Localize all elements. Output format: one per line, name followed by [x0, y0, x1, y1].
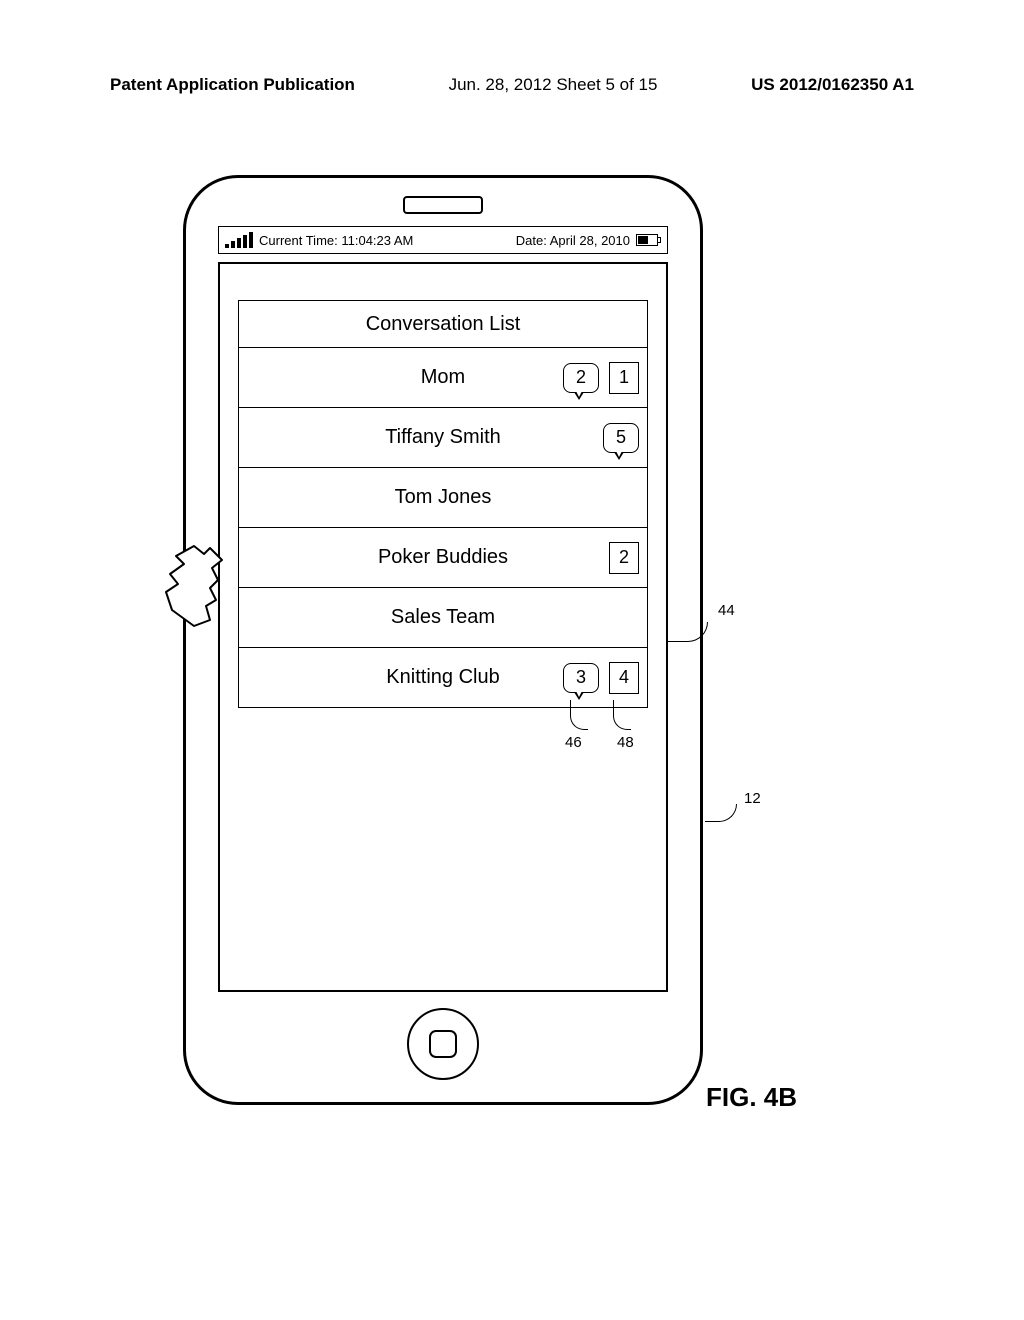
- list-row-tiffany[interactable]: Tiffany Smith 5: [238, 408, 648, 468]
- page-header: Patent Application Publication Jun. 28, …: [0, 75, 1024, 95]
- phone-body: Current Time: 11:04:23 AM Date: April 28…: [183, 175, 703, 1105]
- home-button-icon: [429, 1030, 457, 1058]
- signal-icon: [225, 232, 253, 248]
- conversation-list: Conversation List Mom 2 1 Tiffany Smith …: [238, 300, 648, 708]
- speech-badge-icon: 2: [563, 363, 599, 393]
- list-title: Conversation List: [238, 300, 648, 348]
- header-right: US 2012/0162350 A1: [751, 75, 914, 95]
- row-label: Tiffany Smith: [385, 426, 501, 449]
- list-row-poker[interactable]: Poker Buddies 2: [238, 528, 648, 588]
- row-label: Tom Jones: [395, 486, 492, 509]
- box-badge-icon: 1: [609, 362, 639, 394]
- home-button[interactable]: [407, 1008, 479, 1080]
- ref-48: 48: [617, 734, 634, 751]
- status-bar: Current Time: 11:04:23 AM Date: April 28…: [218, 226, 668, 254]
- status-date: Date: April 28, 2010: [516, 233, 630, 248]
- row-label: Poker Buddies: [378, 546, 508, 569]
- ref-12: 12: [744, 790, 761, 807]
- header-center: Jun. 28, 2012 Sheet 5 of 15: [449, 75, 658, 95]
- list-row-tom[interactable]: Tom Jones: [238, 468, 648, 528]
- status-time: Current Time: 11:04:23 AM: [259, 233, 413, 248]
- figure-label: FIG. 4B: [706, 1082, 797, 1113]
- box-badge-icon: 4: [609, 662, 639, 694]
- list-row-knitting[interactable]: Knitting Club 3 4: [238, 648, 648, 708]
- row-label: Knitting Club: [386, 666, 499, 689]
- header-left: Patent Application Publication: [110, 75, 355, 95]
- speech-badge-icon: 5: [603, 423, 639, 453]
- row-label: Sales Team: [391, 606, 495, 629]
- screen: Conversation List Mom 2 1 Tiffany Smith …: [218, 262, 668, 992]
- row-label: Mom: [421, 366, 465, 389]
- ref-46: 46: [565, 734, 582, 751]
- ref-44: 44: [718, 602, 735, 619]
- pointing-hand-icon: [160, 540, 230, 630]
- earpiece: [403, 196, 483, 214]
- speech-badge-icon: 3: [563, 663, 599, 693]
- list-row-mom[interactable]: Mom 2 1: [238, 348, 648, 408]
- box-badge-icon: 2: [609, 542, 639, 574]
- phone-figure: Current Time: 11:04:23 AM Date: April 28…: [183, 175, 703, 1105]
- leader-curve: [705, 804, 737, 822]
- battery-icon: [636, 234, 661, 246]
- list-row-sales[interactable]: Sales Team: [238, 588, 648, 648]
